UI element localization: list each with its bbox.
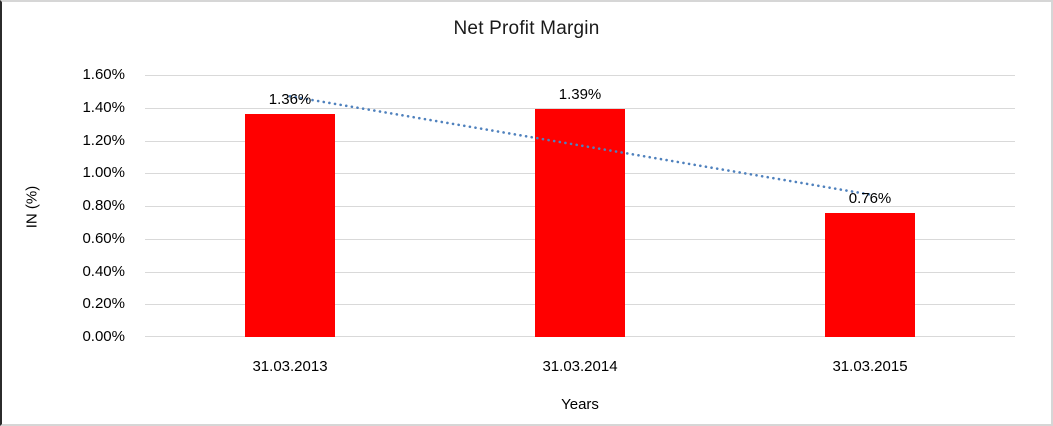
y-tick-label: 0.60% <box>82 229 125 247</box>
plot-area: 1.36% 1.39% 0.76% <box>145 75 1015 337</box>
chart-title: Net Profit Margin <box>453 18 600 39</box>
x-axis-title: Years <box>561 396 599 413</box>
y-axis-tick-labels: 1.60% 1.40% 1.20% 1.00% 0.80% 0.60% 0.40% 0.20%… <box>2 2 135 424</box>
y-tick-label: 1.40% <box>82 98 125 116</box>
gridline <box>145 108 1015 109</box>
y-tick-label: 0.00% <box>82 328 125 345</box>
y-tick-label: 0.40% <box>82 262 125 280</box>
y-tick-label: 1.60% <box>82 66 125 83</box>
bar-31.03.2014 <box>535 109 625 337</box>
gridline <box>145 75 1015 76</box>
y-tick-label: 1.00% <box>82 164 125 182</box>
y-tick-label: 0.80% <box>82 197 125 214</box>
y-tick-label: 1.20% <box>82 131 125 149</box>
x-tick-label: 31.03.2014 <box>542 358 618 375</box>
y-tick-label: 0.20% <box>82 295 125 313</box>
x-tick-label: 31.03.2015 <box>832 358 908 375</box>
data-label: 1.36% <box>268 91 312 109</box>
x-tick-label: 31.03.2013 <box>252 358 328 375</box>
trendline <box>288 94 872 196</box>
bar-31.03.2015 <box>825 212 915 337</box>
bar-31.03.2013 <box>245 114 335 337</box>
data-label: 1.39% <box>558 86 602 104</box>
data-label: 0.76% <box>848 189 892 207</box>
